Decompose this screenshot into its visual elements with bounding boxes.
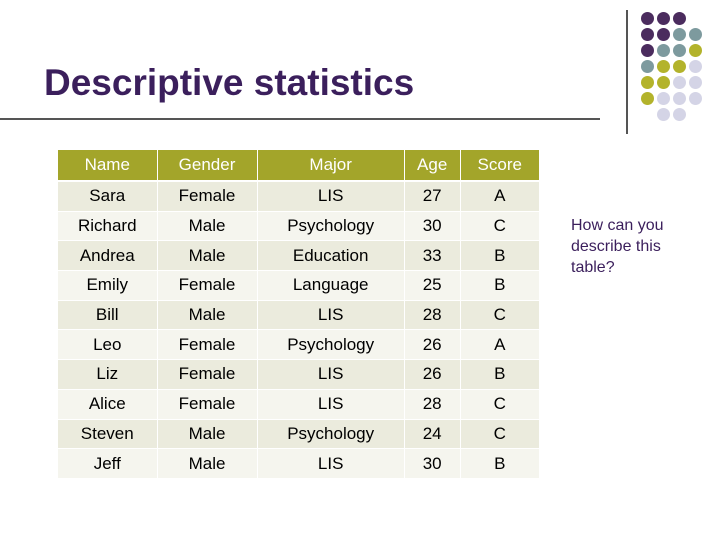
cell-major: LIS	[257, 359, 405, 390]
decor-dot	[673, 60, 686, 73]
decor-dot	[689, 60, 702, 73]
cell-score: C	[460, 419, 541, 450]
cell-gender: Male	[157, 448, 258, 479]
cell-age: 25	[404, 270, 461, 301]
cell-major: Psychology	[257, 329, 405, 361]
cell-major: Language	[257, 270, 405, 301]
cell-gender: Female	[157, 329, 258, 361]
cell-score: B	[460, 448, 541, 479]
cell-age: 27	[404, 181, 461, 212]
cell-score: B	[460, 359, 541, 390]
cell-major: LIS	[257, 389, 405, 420]
cell-name: Emily	[58, 270, 158, 301]
cell-name: Bill	[58, 300, 158, 331]
cell-name: Sara	[58, 181, 158, 212]
cell-major: Education	[257, 240, 405, 272]
cell-gender: Male	[157, 240, 258, 272]
cell-score: A	[460, 329, 541, 361]
decor-dot	[657, 92, 670, 105]
decor-dot	[673, 108, 686, 121]
table-row: Liz Female LIS 26 B	[58, 359, 541, 390]
decor-dot	[657, 44, 670, 57]
side-question: How can you describe this table?	[571, 217, 664, 276]
decor-dot	[689, 92, 702, 105]
cell-name: Andrea	[58, 240, 158, 272]
cell-age: 30	[404, 448, 461, 479]
cell-age: 33	[404, 240, 461, 272]
decor-dot	[673, 44, 686, 57]
table-row: Andrea Male Education 33 B	[58, 240, 541, 272]
decor-dot	[673, 12, 686, 25]
table-row: Emily Female Language 25 B	[58, 270, 541, 301]
column-header-major: Major	[257, 150, 405, 182]
cell-gender: Male	[157, 211, 258, 242]
column-header-score: Score	[460, 150, 541, 182]
table-row: Sara Female LIS 27 A	[58, 181, 541, 212]
cell-score: C	[460, 300, 541, 331]
table-row: Leo Female Psychology 26 A	[58, 329, 541, 361]
cell-name: Leo	[58, 329, 158, 361]
cell-major: LIS	[257, 181, 405, 212]
cell-gender: Female	[157, 359, 258, 390]
statistics-table: Name Gender Major Age Score Sara Female …	[58, 150, 541, 479]
decor-dot	[657, 108, 670, 121]
cell-major: Psychology	[257, 419, 405, 450]
cell-name: Jeff	[58, 448, 158, 479]
decor-dot	[641, 76, 654, 89]
table-row: Jeff Male LIS 30 B	[58, 448, 541, 479]
decor-dot	[641, 60, 654, 73]
cell-name: Richard	[58, 211, 158, 242]
cell-name: Alice	[58, 389, 158, 420]
cell-gender: Female	[157, 270, 258, 301]
cell-age: 30	[404, 211, 461, 242]
cell-name: Liz	[58, 359, 158, 390]
cell-age: 26	[404, 329, 461, 361]
cell-gender: Female	[157, 181, 258, 212]
decor-dot	[689, 76, 702, 89]
decor-dot	[641, 92, 654, 105]
cell-major: LIS	[257, 448, 405, 479]
table-row: Steven Male Psychology 24 C	[58, 419, 541, 450]
column-header-name: Name	[58, 150, 158, 182]
decor-dot	[641, 28, 654, 41]
title-underline	[0, 118, 600, 120]
decor-dot	[673, 76, 686, 89]
cell-age: 26	[404, 359, 461, 390]
table-header-row: Name Gender Major Age Score	[58, 150, 541, 182]
table-row: Richard Male Psychology 30 C	[58, 211, 541, 242]
decor-dot	[657, 28, 670, 41]
cell-age: 28	[404, 389, 461, 420]
cell-gender: Male	[157, 419, 258, 450]
cell-age: 24	[404, 419, 461, 450]
decorative-vertical-rule	[626, 10, 628, 134]
cell-score: C	[460, 211, 541, 242]
cell-name: Steven	[58, 419, 158, 450]
decor-dot	[657, 60, 670, 73]
column-header-gender: Gender	[157, 150, 258, 182]
cell-score: C	[460, 389, 541, 420]
decor-dot	[641, 12, 654, 25]
cell-major: LIS	[257, 300, 405, 331]
decor-dot	[673, 28, 686, 41]
decor-dot	[641, 44, 654, 57]
slide-title: Descriptive statistics	[44, 62, 415, 103]
decor-dot	[657, 12, 670, 25]
column-header-age: Age	[404, 150, 461, 182]
cell-score: B	[460, 270, 541, 301]
decor-dot	[673, 92, 686, 105]
decor-dot	[689, 28, 702, 41]
cell-score: B	[460, 240, 541, 272]
table-row: Alice Female LIS 28 C	[58, 389, 541, 420]
table-row: Bill Male LIS 28 C	[58, 300, 541, 331]
cell-major: Psychology	[257, 211, 405, 242]
cell-gender: Female	[157, 389, 258, 420]
cell-gender: Male	[157, 300, 258, 331]
cell-age: 28	[404, 300, 461, 331]
decor-dot	[689, 44, 702, 57]
decor-dot	[657, 76, 670, 89]
cell-score: A	[460, 181, 541, 212]
